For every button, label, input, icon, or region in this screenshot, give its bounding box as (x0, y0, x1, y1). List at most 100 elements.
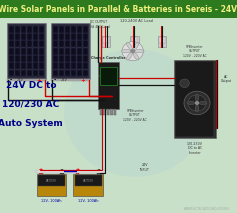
Bar (76, 170, 79, 174)
Bar (102, 36, 110, 47)
Bar (15, 48, 20, 55)
Bar (71, 33, 76, 40)
Bar (71, 70, 76, 76)
Bar (159, 37, 165, 43)
Bar (21, 40, 26, 47)
Bar (100, 109, 102, 115)
Bar (9, 62, 14, 69)
Bar (100, 67, 117, 85)
Text: :::: ::: (98, 74, 101, 78)
Circle shape (180, 79, 189, 88)
Text: -: - (53, 78, 56, 83)
Bar (36, 170, 105, 173)
Text: 120-230V
DC to AC
Inverter: 120-230V DC to AC Inverter (187, 142, 203, 155)
Bar (83, 62, 88, 69)
Bar (130, 36, 139, 47)
Bar (15, 70, 20, 76)
Bar (21, 26, 26, 33)
Bar (21, 48, 26, 55)
Bar (65, 33, 70, 40)
Text: WWW.ELECTRICALTECHNOLOGY.ORG: WWW.ELECTRICALTECHNOLOGY.ORG (184, 207, 230, 211)
Bar (15, 62, 20, 69)
Text: Charge Controller: Charge Controller (91, 56, 126, 60)
Bar (59, 70, 64, 76)
Bar (77, 70, 82, 76)
Text: DC OUTPUT
3# 4DC Load: DC OUTPUT 3# 4DC Load (90, 20, 110, 29)
Bar (103, 37, 109, 43)
Bar (83, 55, 88, 62)
Bar (65, 48, 70, 55)
Text: SPBInverter
OUTPUT
120V - 220V AC: SPBInverter OUTPUT 120V - 220V AC (123, 109, 147, 122)
Text: How to Wire Solar Panels in Parallel & Batteries in Sereis - 24V System: How to Wire Solar Panels in Parallel & B… (0, 5, 237, 14)
Bar (59, 62, 64, 69)
Text: 12V, 100Ah: 12V, 100Ah (41, 199, 62, 203)
Bar (59, 33, 64, 40)
Ellipse shape (187, 101, 195, 105)
Bar (65, 40, 70, 47)
Circle shape (64, 49, 206, 177)
Bar (77, 55, 82, 62)
Bar (15, 40, 20, 47)
Bar (9, 40, 14, 47)
Bar (51, 23, 90, 79)
Ellipse shape (135, 50, 144, 53)
Bar (15, 33, 20, 40)
Bar (15, 26, 20, 33)
Bar (7, 79, 46, 81)
Bar (8, 24, 45, 78)
Text: BATTERY: BATTERY (46, 178, 57, 183)
Bar (71, 26, 76, 33)
Text: BATTERY: BATTERY (83, 178, 94, 183)
Bar (53, 55, 58, 62)
Bar (174, 60, 216, 138)
Bar (110, 109, 113, 115)
Bar (39, 170, 43, 174)
Bar (97, 170, 101, 174)
Circle shape (122, 42, 143, 61)
Bar (71, 62, 76, 69)
Bar (27, 33, 32, 40)
Text: +: + (37, 78, 41, 83)
Bar (0, 0, 237, 18)
Bar (27, 70, 32, 76)
Bar (83, 40, 88, 47)
Bar (37, 174, 66, 196)
Bar (77, 62, 82, 69)
Circle shape (195, 101, 199, 105)
Bar (98, 62, 118, 109)
Ellipse shape (133, 42, 139, 50)
Bar (27, 55, 32, 62)
Bar (38, 175, 65, 186)
Bar (59, 26, 64, 33)
Bar (60, 170, 64, 174)
Text: -: - (61, 167, 63, 172)
Bar (59, 55, 64, 62)
Bar (83, 70, 88, 76)
Bar (53, 26, 58, 33)
Bar (53, 48, 58, 55)
Text: 24V DC to: 24V DC to (5, 81, 56, 90)
Circle shape (184, 91, 210, 115)
Bar (71, 48, 76, 55)
Bar (39, 26, 44, 33)
Bar (39, 48, 44, 55)
Text: -: - (98, 167, 100, 172)
Bar (21, 55, 26, 62)
Bar (27, 62, 32, 69)
Text: +: + (75, 167, 80, 172)
Bar (33, 62, 38, 69)
Ellipse shape (127, 53, 132, 60)
Bar (9, 33, 14, 40)
Bar (83, 48, 88, 55)
Circle shape (130, 49, 135, 53)
Ellipse shape (195, 95, 199, 101)
Text: 24V: 24V (17, 78, 24, 82)
Bar (27, 40, 32, 47)
Bar (39, 40, 44, 47)
Bar (59, 48, 64, 55)
Circle shape (188, 95, 206, 111)
Bar (9, 26, 14, 33)
Bar (39, 33, 44, 40)
Bar (53, 40, 58, 47)
Bar (83, 26, 88, 33)
